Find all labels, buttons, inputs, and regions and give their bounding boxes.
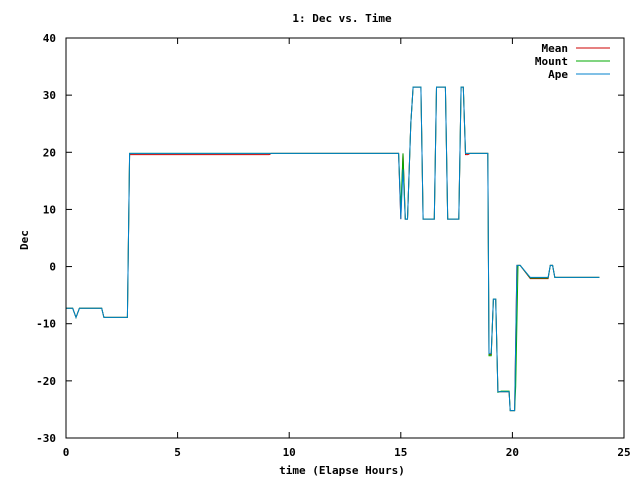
y-axis-label: Dec: [18, 230, 31, 250]
x-tick-label: 5: [174, 446, 181, 459]
legend-label: Mean: [542, 42, 569, 55]
y-tick-label: 20: [43, 146, 56, 159]
legend-label: Ape: [548, 68, 568, 81]
y-tick-label: 40: [43, 32, 56, 45]
y-tick-label: -20: [36, 375, 56, 388]
y-tick-label: -30: [36, 432, 56, 445]
series-ape-line: [66, 86, 600, 412]
x-tick-label: 20: [506, 446, 519, 459]
series-layer: [66, 86, 600, 412]
y-tick-label: 0: [49, 261, 56, 274]
x-axis-label: time (Elapse Hours): [279, 464, 405, 477]
x-tick-label: 15: [394, 446, 407, 459]
x-tick-label: 10: [283, 446, 296, 459]
chart-title: 1: Dec vs. Time: [292, 12, 392, 25]
axis-ticks: 0 5 10 15 20 25 -30 -20 -10 0 10 20 30 40: [36, 32, 631, 459]
y-tick-label: 30: [43, 89, 56, 102]
legend-label: Mount: [535, 55, 568, 68]
plot-frame: [65, 37, 625, 439]
x-tick-label: 0: [63, 446, 70, 459]
y-tick-label: 10: [43, 203, 56, 216]
x-tick-label: 25: [617, 446, 630, 459]
y-tick-label: -10: [36, 318, 56, 331]
